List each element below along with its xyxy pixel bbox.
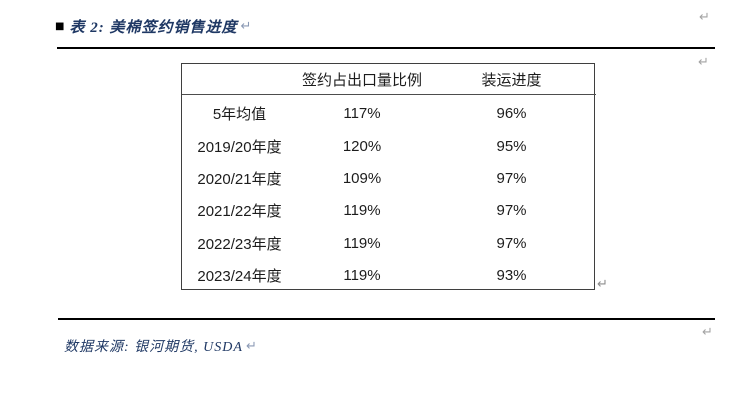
row-label-cell: 5年均值 [212,106,267,124]
row-label-cell: 2023/24年度 [197,267,282,285]
data-source-note: 数据来源: 银河期货, USDA [64,340,243,355]
return-mark-icon: ↵ [702,325,713,340]
column-header-empty [182,64,297,95]
return-mark-icon: ↵ [597,277,608,292]
shipment-progress-cell: 95% [496,137,527,155]
shipment-progress-cell: 97% [496,169,527,187]
table-row: 2019/20年度 120% 95% [182,127,596,159]
table-header-row: 签约占出口量比例 装运进度 [182,64,596,95]
return-mark-icon: ↵ [240,19,252,34]
return-mark-icon: ↵ [245,338,257,354]
table-row: 5年均值 117% 96% [182,95,596,128]
data-table: 签约占出口量比例 装运进度 5年均值 117% 96% 2019/20年度 12… [182,64,596,289]
table-row: 2021/22年度 119% 97% [182,192,596,224]
row-label-cell: 2021/22年度 [197,203,282,221]
contract-ratio-cell: 120% [342,137,382,155]
table-row: 2023/24年度 119% 93% [182,257,596,289]
return-mark-icon: ↵ [698,55,709,70]
data-table-frame: 签约占出口量比例 装运进度 5年均值 117% 96% 2019/20年度 12… [181,63,596,290]
shipment-progress-cell: 97% [496,234,527,252]
contract-ratio-cell: 119% [343,266,381,284]
column-header-contract-ratio: 签约占出口量比例 [297,64,427,95]
row-label-cell: 2019/20年度 [197,138,282,156]
contract-ratio-cell: 119% [343,234,381,252]
row-label-cell: 2022/23年度 [197,235,282,253]
row-label-cell: 2020/21年度 [197,170,282,188]
contract-ratio-cell: 109% [342,169,382,187]
data-source-row: 数据来源: 银河期货, USDA ↵ [64,336,257,356]
shipment-progress-cell: 93% [496,266,527,284]
table-caption: 表 2: 美棉签约销售进度 [69,20,238,36]
contract-ratio-cell: 117% [343,105,381,123]
table-row: 2020/21年度 109% 97% [182,160,596,192]
shipment-progress-cell: 96% [496,105,527,123]
contract-ratio-cell: 119% [343,202,381,220]
horizontal-rule-bottom [58,318,715,320]
return-mark-icon: ↵ [699,10,710,25]
square-bullet-icon: ■ [55,20,65,32]
table-caption-row: ■ 表 2: 美棉签约销售进度 ↵ [55,16,251,37]
horizontal-rule-top [57,47,715,49]
column-header-shipment-progress: 装运进度 [427,64,596,95]
shipment-progress-cell: 97% [496,202,527,220]
table-row: 2022/23年度 119% 97% [182,224,596,256]
